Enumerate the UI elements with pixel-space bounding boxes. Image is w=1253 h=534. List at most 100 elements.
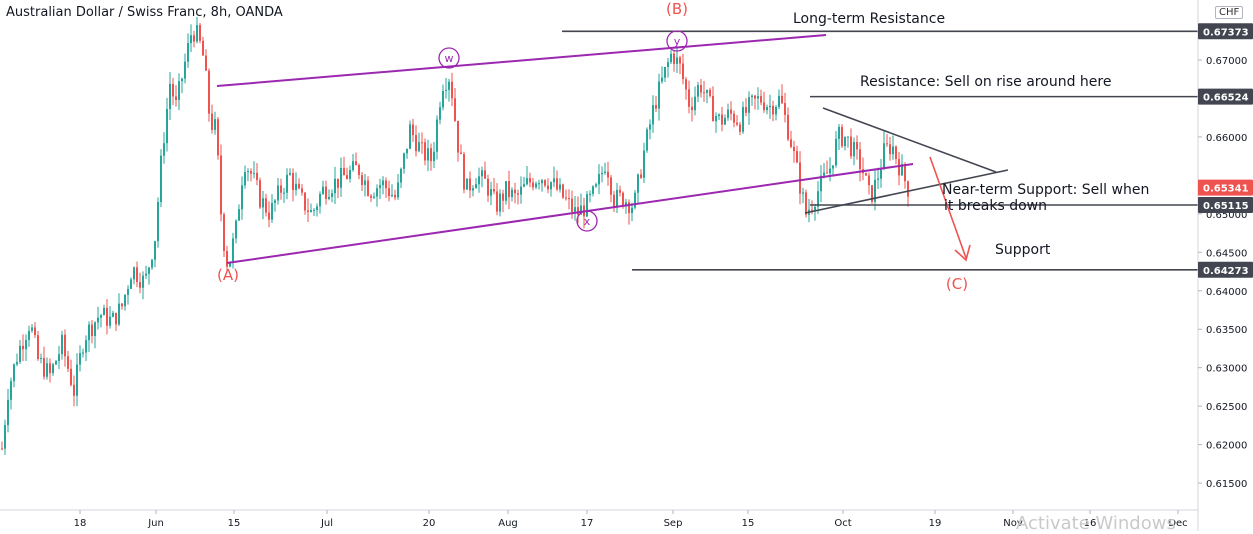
- candle-body: [856, 141, 858, 150]
- candle-body: [148, 267, 150, 274]
- candle-body: [496, 191, 498, 212]
- candle-body: [241, 185, 243, 210]
- candle-body: [508, 181, 510, 198]
- candle-body: [28, 330, 30, 340]
- candle-body: [238, 209, 240, 221]
- candle-body: [100, 315, 102, 318]
- candle-body: [193, 35, 195, 42]
- candle-body: [169, 83, 171, 110]
- candle-body: [283, 192, 285, 194]
- candle-body: [418, 142, 420, 152]
- candle-body: [436, 119, 438, 152]
- candle-body: [310, 210, 312, 213]
- price-level-badge-bg: [1198, 23, 1253, 40]
- candle-body: [328, 196, 330, 199]
- candle-body: [136, 267, 138, 283]
- candle-body: [685, 79, 687, 90]
- candle-body: [115, 312, 117, 325]
- candle-body: [142, 275, 144, 288]
- x-tick-label: Nov: [1003, 518, 1023, 529]
- candle-body: [331, 193, 333, 197]
- candle-body: [676, 57, 678, 64]
- candle-body: [727, 109, 729, 118]
- candle-body: [268, 212, 270, 220]
- wave-label-a: (A): [217, 266, 239, 284]
- forecast-arrow-line: [929, 156, 967, 259]
- candle-body: [253, 172, 255, 174]
- candle-body: [613, 194, 615, 207]
- candle-body: [484, 170, 486, 179]
- candle-body: [358, 165, 360, 176]
- y-tick-label: 0.62000: [1206, 441, 1247, 452]
- candle-body: [706, 89, 708, 93]
- candle-body: [214, 119, 216, 130]
- candle-body: [76, 364, 78, 396]
- candle-body: [181, 78, 183, 82]
- candle-body: [298, 183, 300, 189]
- candle-body: [97, 317, 99, 323]
- candle-body: [124, 294, 126, 307]
- candle-body: [463, 153, 465, 190]
- candle-body: [379, 185, 381, 189]
- candle-body: [211, 113, 213, 130]
- candle-body: [688, 89, 690, 107]
- candle-body: [898, 159, 900, 176]
- candle-body: [739, 124, 741, 132]
- candle-body: [901, 164, 903, 176]
- candle-body: [157, 201, 159, 242]
- x-tick-label: Dec: [1168, 518, 1187, 529]
- candle-body: [535, 183, 537, 188]
- candle-body: [742, 107, 744, 132]
- candle-body: [25, 339, 27, 350]
- candle-body: [469, 178, 471, 191]
- candle-body: [505, 181, 507, 201]
- candle-body: [826, 172, 828, 174]
- wave-label-y: y: [674, 35, 681, 48]
- candle-body: [307, 210, 309, 213]
- candle-body: [847, 136, 849, 138]
- candle-body: [889, 144, 891, 155]
- y-tick-label: 0.66000: [1206, 133, 1247, 144]
- candle-body: [574, 207, 576, 212]
- candle-body: [529, 178, 531, 183]
- candle-body: [16, 361, 18, 365]
- candle-body: [118, 303, 120, 325]
- candle-body: [904, 164, 906, 182]
- candle-body: [7, 399, 9, 426]
- candle-body: [601, 172, 603, 175]
- x-tick-label: Jul: [320, 518, 333, 529]
- x-tick-label: 18: [74, 518, 87, 529]
- candle-body: [319, 193, 321, 207]
- candle-body: [109, 316, 111, 326]
- candle-body: [280, 185, 282, 193]
- candle-body: [703, 92, 705, 94]
- candle-body: [610, 177, 612, 195]
- candle-body: [718, 114, 720, 117]
- candle-body: [658, 81, 660, 109]
- candle-body: [769, 105, 771, 108]
- candle-body: [388, 188, 390, 197]
- candle-body: [154, 241, 156, 260]
- candle-body: [586, 194, 588, 217]
- candle-body: [178, 81, 180, 100]
- candle-body: [667, 62, 669, 68]
- candle-body: [457, 120, 459, 153]
- candle-body: [682, 63, 684, 80]
- candle-body: [778, 95, 780, 107]
- candle-body: [844, 136, 846, 147]
- currency-badge[interactable]: CHF: [1215, 6, 1244, 19]
- y-tick-label: 0.64000: [1206, 287, 1247, 298]
- candle-body: [85, 340, 87, 353]
- candle-body: [364, 180, 366, 185]
- candle-body: [31, 327, 33, 331]
- candle-body: [127, 288, 129, 295]
- candle-body: [49, 363, 51, 374]
- candle-body: [604, 171, 606, 173]
- y-tick-label: 0.64500: [1206, 248, 1247, 259]
- current-price-badge: 0.65341: [1203, 184, 1249, 195]
- candle-body: [421, 142, 423, 144]
- candle-body: [622, 192, 624, 207]
- candle-body: [130, 279, 132, 289]
- candle-body: [250, 171, 252, 174]
